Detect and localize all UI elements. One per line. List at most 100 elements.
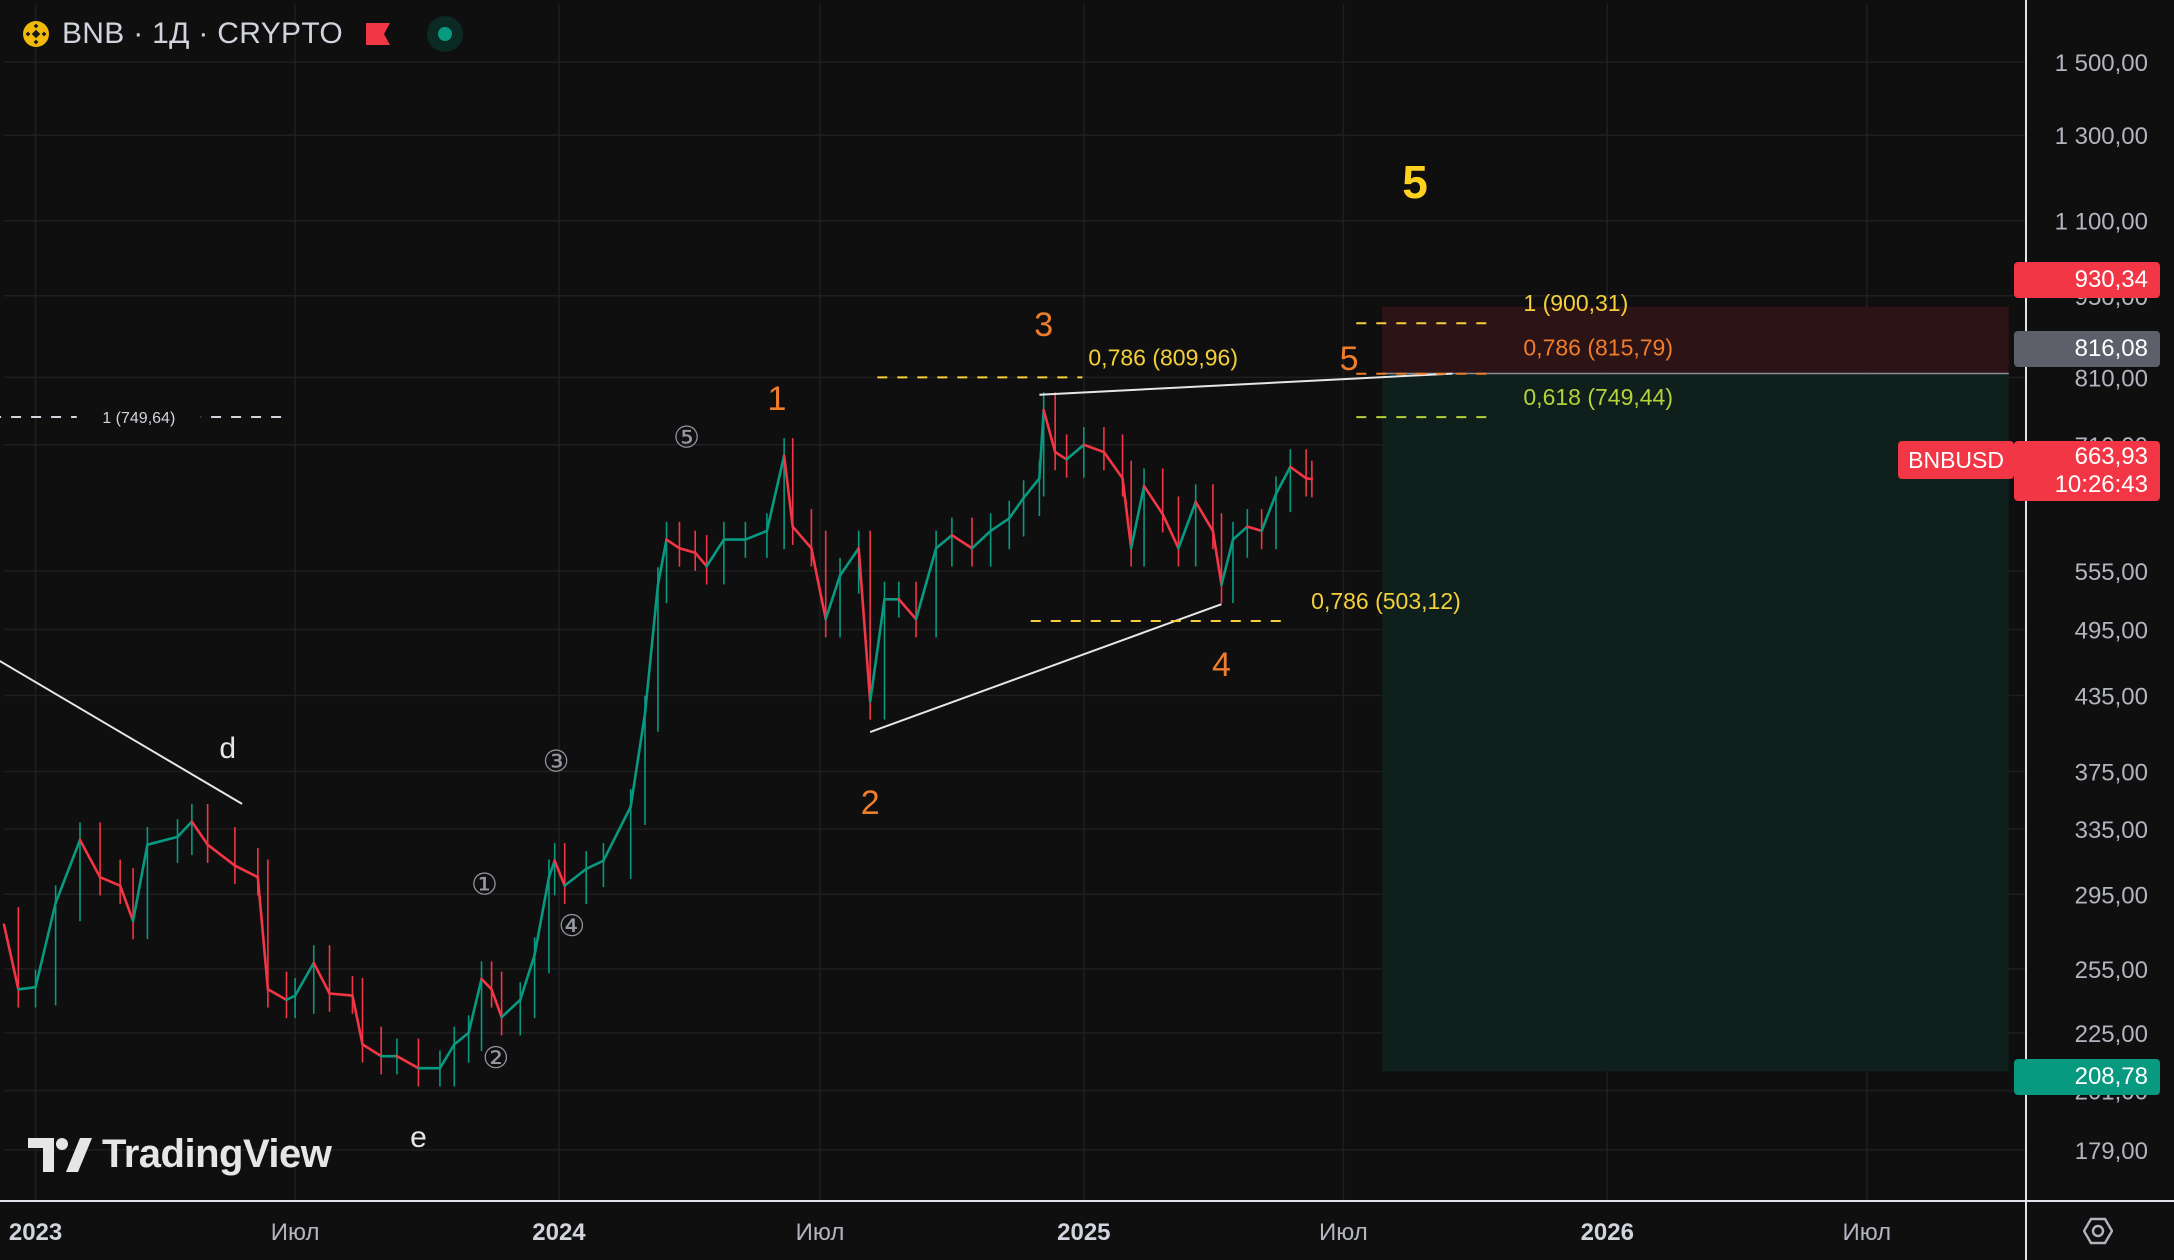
- price-segment: [328, 992, 354, 997]
- price-segment: [1260, 492, 1278, 533]
- price-segment: [1065, 443, 1086, 461]
- tradingview-logo[interactable]: TradingView: [28, 1132, 332, 1177]
- market-status-icon[interactable]: [425, 14, 465, 54]
- price-segment: [656, 538, 668, 587]
- symbol-badge-label: BNBUSD: [1908, 446, 2004, 473]
- price-segment: [1304, 476, 1314, 481]
- sub-wave-label: ④: [558, 910, 585, 943]
- price-segment: [17, 985, 37, 991]
- wave-label: 3: [1034, 306, 1053, 344]
- wave-label: 4: [1212, 646, 1231, 684]
- price-segment: [1289, 465, 1308, 480]
- price-segment: [665, 538, 681, 550]
- price-segment: [1102, 450, 1124, 480]
- price-segment: [765, 454, 786, 533]
- price-segment: [1129, 484, 1146, 550]
- price-axis-tick: 1 300,00: [2055, 123, 2148, 150]
- price-segment: [1007, 496, 1025, 520]
- price-segment: [395, 1054, 420, 1070]
- price-segment: [438, 1043, 456, 1070]
- fib-level-label: 0,618 (749,44): [1523, 384, 1673, 410]
- price-segment: [950, 533, 974, 550]
- price-segment: [914, 546, 938, 621]
- price-axis-tick: 495,00: [2075, 617, 2148, 644]
- fib-level-label: 0,786 (815,79): [1523, 335, 1673, 361]
- price-segment: [131, 843, 149, 923]
- price-segment: [744, 529, 769, 541]
- wave-label: 5: [1340, 340, 1359, 378]
- price-segment: [480, 977, 493, 991]
- price-segment: [285, 994, 297, 1002]
- price-segment: [467, 977, 483, 1035]
- fib-level-label: 0,786 (503,12): [1311, 588, 1461, 614]
- sub-wave-label: ①: [471, 868, 498, 901]
- price-segment: [1177, 500, 1197, 550]
- fib-label-bg: [76, 406, 201, 427]
- price-segment: [824, 574, 842, 621]
- price-segment: [897, 597, 918, 621]
- price-axis-tick: 225,00: [2075, 1021, 2148, 1048]
- price-segment: [266, 988, 288, 1002]
- price-segment: [1211, 529, 1223, 587]
- sub-wave-label: ⑤: [673, 422, 700, 455]
- price-segment: [233, 864, 260, 879]
- price-segment: [1246, 525, 1263, 533]
- price-segment: [190, 820, 209, 846]
- price-segment: [490, 988, 503, 1019]
- price-segment: [361, 1043, 383, 1058]
- price-segment: [351, 994, 364, 1046]
- stop-price-value: 208,78: [2074, 1063, 2148, 1090]
- price-segment: [1274, 465, 1292, 496]
- wave-label: 1: [767, 380, 786, 418]
- price-axis-tick: 1 500,00: [2055, 50, 2148, 77]
- price-segment: [518, 953, 536, 1002]
- price-segment: [553, 859, 567, 887]
- time-axis-label: Июл: [1842, 1219, 1891, 1246]
- price-segment: [693, 551, 708, 568]
- entry-price-value: 816,08: [2074, 335, 2148, 362]
- trend-line: [869, 603, 1222, 734]
- settings-icon[interactable]: [2083, 1216, 2113, 1246]
- price-axis-tick: 335,00: [2075, 817, 2148, 844]
- price-segment: [2, 923, 20, 991]
- time-axis-label: 2024: [532, 1219, 586, 1246]
- price-segment: [1194, 500, 1215, 533]
- time-axis-label: Июл: [796, 1219, 845, 1246]
- fib-level-label: 1 (749,64): [102, 410, 175, 427]
- sub-wave-label: ③: [543, 745, 570, 778]
- price-axis-tick: 810,00: [2075, 365, 2148, 392]
- corrective-wave-label: e: [410, 1121, 427, 1154]
- price-segment: [602, 805, 632, 862]
- price-segment: [118, 884, 135, 923]
- price-axis-tick: 295,00: [2075, 882, 2148, 909]
- price-segment: [452, 1031, 470, 1046]
- price-segment: [629, 712, 647, 809]
- flag-icon[interactable]: [363, 21, 393, 47]
- chart-header[interactable]: BNB · 1Д · CRYPTO: [22, 14, 465, 54]
- price-segment: [782, 454, 795, 528]
- price-segment: [584, 859, 605, 871]
- price-segment: [1053, 450, 1068, 461]
- time-axis-label: Июл: [271, 1219, 320, 1246]
- price-axis-tick: 435,00: [2075, 684, 2148, 711]
- symbol-badge: BNBUSD: [1898, 441, 2014, 479]
- price-segment: [500, 998, 522, 1019]
- price-segment: [54, 838, 82, 905]
- price-segment: [705, 538, 726, 568]
- corrective-wave-label: d: [219, 732, 236, 765]
- price-segment: [206, 843, 237, 867]
- price-segment: [1042, 408, 1057, 454]
- price-axis-tick: 179,00: [2075, 1138, 2148, 1165]
- price-segment: [1082, 443, 1106, 454]
- time-axis-label: Июл: [1319, 1219, 1368, 1246]
- price-axis-tick: 375,00: [2075, 759, 2148, 786]
- price-segment: [176, 820, 194, 839]
- time-axis-label: 2026: [1581, 1219, 1634, 1246]
- price-segment: [312, 961, 331, 995]
- bnb-coin-icon: [23, 21, 49, 47]
- symbol-title[interactable]: BNB · 1Д · CRYPTO: [62, 17, 344, 50]
- price-segment: [970, 529, 992, 550]
- price-segment: [98, 875, 122, 887]
